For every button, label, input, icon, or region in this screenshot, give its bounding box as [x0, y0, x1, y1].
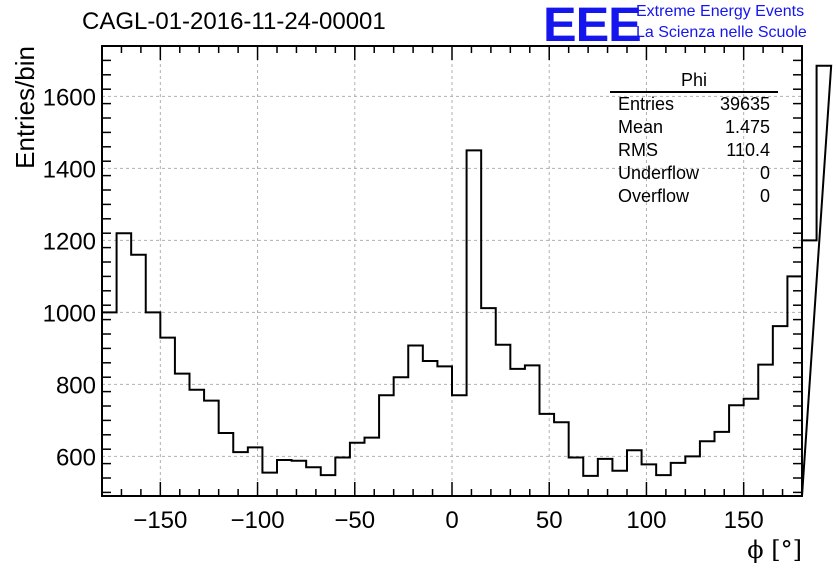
stats-label: Underflow	[618, 163, 700, 183]
x-tick-label: −100	[231, 507, 285, 534]
logo-tagline-2: La Scienza nelle Scuole	[636, 24, 807, 41]
y-tick-label: 600	[56, 444, 96, 471]
stats-label: Entries	[618, 94, 675, 114]
x-tick-label: 150	[724, 507, 764, 534]
x-tick-label: −50	[334, 507, 375, 534]
y-axis-label: Entries/bin	[10, 46, 40, 169]
y-axis: 600 800 1000 1200 1400 1600	[43, 45, 802, 494]
y-tick-label: 1400	[43, 156, 96, 183]
stats-label: Overflow	[618, 186, 690, 206]
stats-value: 0	[759, 186, 770, 206]
stats-box: Phi Entries 39635 Mean 1.475 RMS 110.4 U…	[610, 70, 778, 208]
stats-row: Entries 39635	[610, 93, 778, 116]
x-tick-label: 0	[445, 507, 458, 534]
stats-row: Overflow 0	[610, 185, 778, 208]
stats-label: RMS	[618, 140, 658, 160]
y-tick-label: 1600	[43, 84, 96, 111]
stats-value: 1.475	[724, 117, 770, 137]
x-tick-label: −150	[133, 507, 187, 534]
logo-tagline-1: Extreme Energy Events	[636, 3, 805, 20]
stats-row: Mean 1.475	[610, 116, 778, 139]
chart-title: CAGL-01-2016-11-24-00001	[82, 8, 386, 35]
x-tick-label: 50	[536, 507, 563, 534]
y-tick-label: 1200	[43, 228, 96, 255]
stats-value: 39635	[719, 94, 770, 114]
eee-logo: EEE	[543, 0, 642, 52]
stats-label: Mean	[618, 117, 664, 137]
x-axis-label: ϕ [°]	[747, 536, 802, 564]
histogram-outline	[101, 64, 833, 497]
x-tick-label: 100	[626, 507, 666, 534]
stats-title: Phi	[610, 70, 778, 93]
stats-row: Underflow 0	[610, 162, 778, 185]
y-tick-label: 1000	[43, 300, 96, 327]
stats-value: 110.4	[726, 140, 770, 160]
stats-row: RMS 110.4	[610, 139, 778, 162]
x-axis: −150 −100 −50 0 50 100 150	[101, 46, 803, 534]
stats-value: 0	[759, 163, 770, 183]
y-tick-label: 800	[56, 372, 96, 399]
